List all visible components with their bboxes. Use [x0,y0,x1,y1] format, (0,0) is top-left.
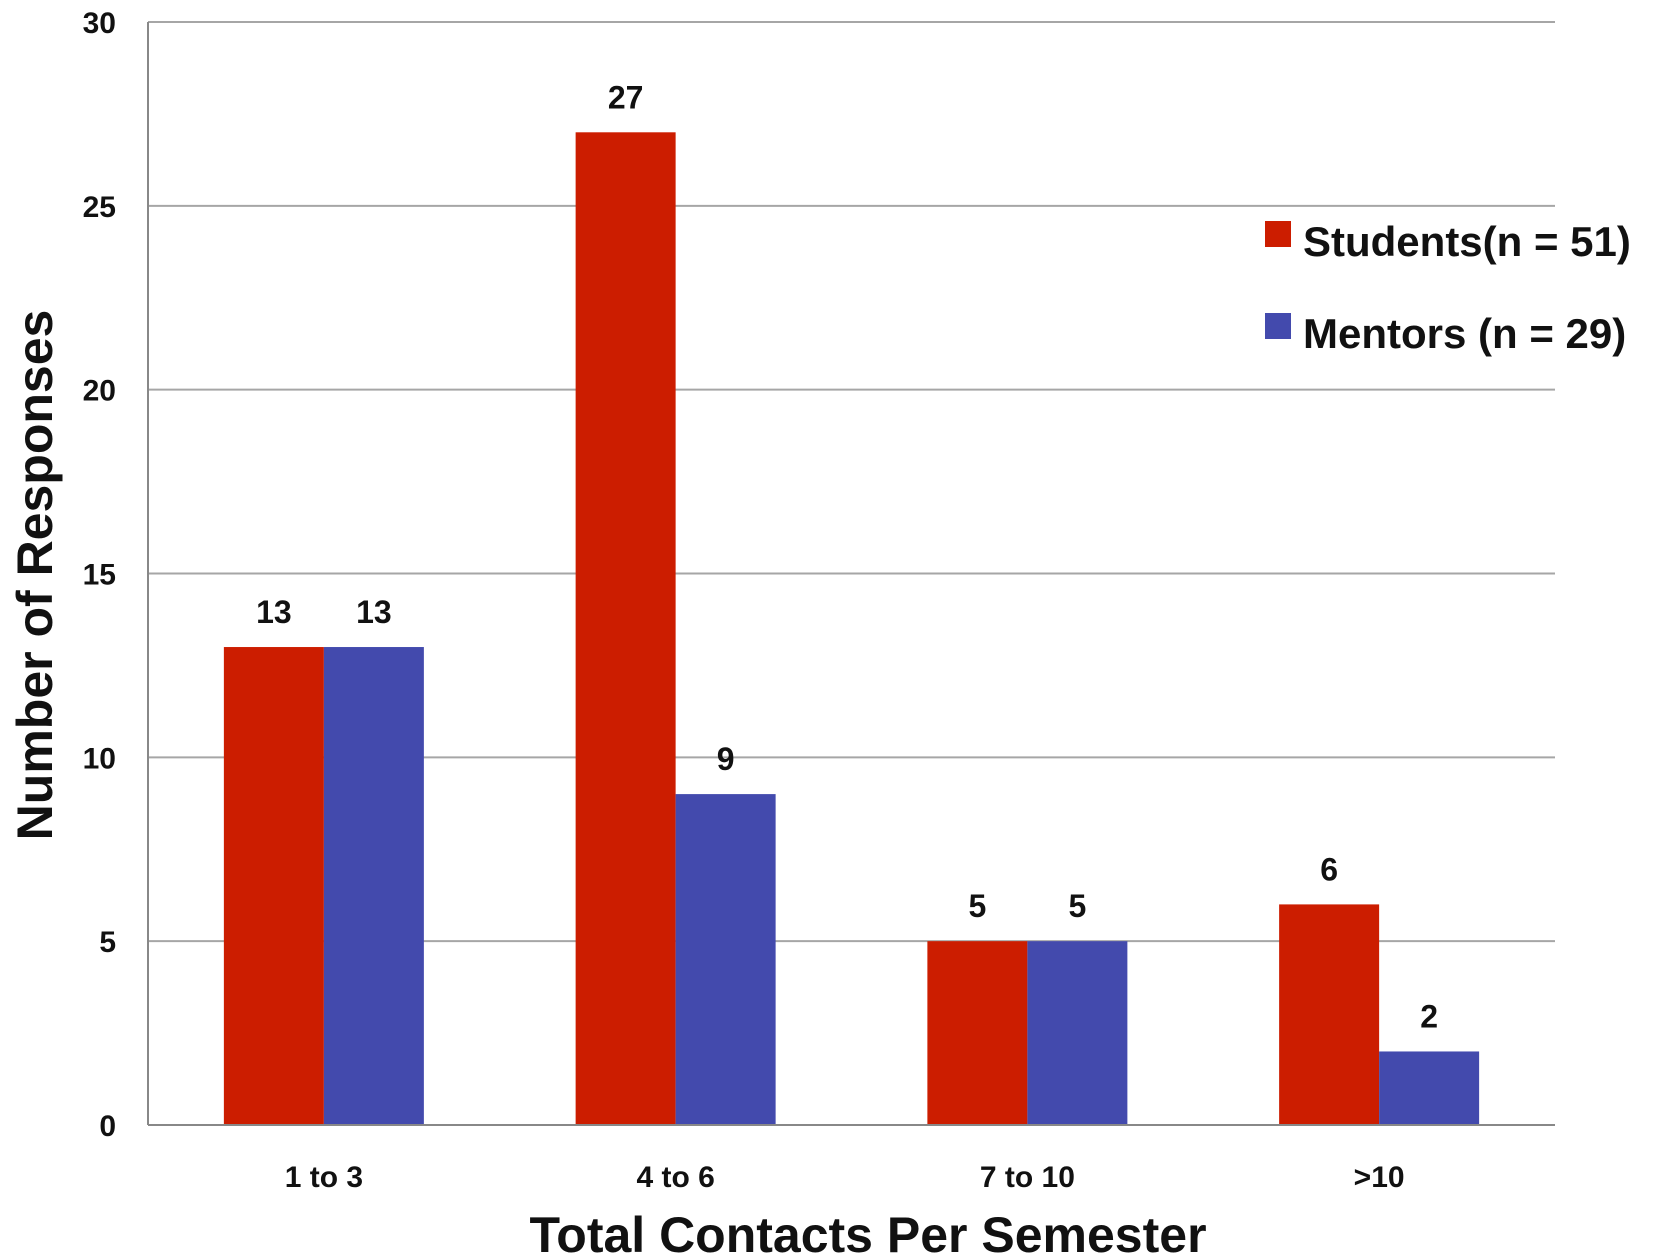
y-tick-label: 25 [83,191,116,224]
x-tick-labels: 1 to 3 4 to 6 7 to 10 >10 [285,1161,1405,1194]
x-tick-label: 7 to 10 [980,1161,1075,1194]
y-tick-label: 30 [83,7,116,40]
data-label-mentors: 13 [356,594,392,630]
y-axis-title: Number of Responses [7,310,63,841]
legend-swatch-mentors [1265,313,1291,339]
y-tick-label: 0 [99,1110,116,1143]
x-axis-title: Total Contacts Per Semester [529,1207,1206,1257]
bar-students-1 [575,132,676,1126]
x-tick-label: >10 [1354,1161,1405,1194]
x-tick-label: 4 to 6 [636,1161,714,1194]
bar-students-0 [223,647,324,1125]
bar-mentors-3 [1379,1051,1480,1125]
legend-swatch-students [1265,221,1291,247]
x-tick-label: 1 to 3 [285,1161,363,1194]
y-tick-label: 20 [83,375,116,408]
data-label-mentors: 2 [1420,998,1438,1034]
bar-mentors-2 [1027,941,1128,1125]
data-label-mentors: 9 [717,741,735,777]
axes [147,22,1555,1126]
bar-students-2 [927,941,1028,1125]
data-label-students: 5 [968,888,986,924]
legend-label-students: Students(n = 51) [1303,218,1631,265]
bars [223,132,1480,1126]
data-label-students: 27 [608,79,644,115]
y-tick-label: 10 [83,742,116,775]
legend-label-mentors: Mentors (n = 29) [1303,310,1626,357]
bar-mentors-0 [323,647,424,1125]
data-label-students: 13 [256,594,292,630]
legend: Students(n = 51) Mentors (n = 29) [1265,218,1631,357]
y-tick-labels: 0 5 10 15 20 25 30 [83,7,116,1143]
data-label-students: 6 [1320,851,1338,887]
bar-students-3 [1279,904,1380,1125]
y-tick-label: 15 [83,559,116,592]
data-label-mentors: 5 [1068,888,1086,924]
bar-mentors-1 [675,794,776,1125]
data-labels: 13 13 27 9 5 5 6 2 [256,79,1438,1034]
y-tick-label: 5 [99,926,116,959]
